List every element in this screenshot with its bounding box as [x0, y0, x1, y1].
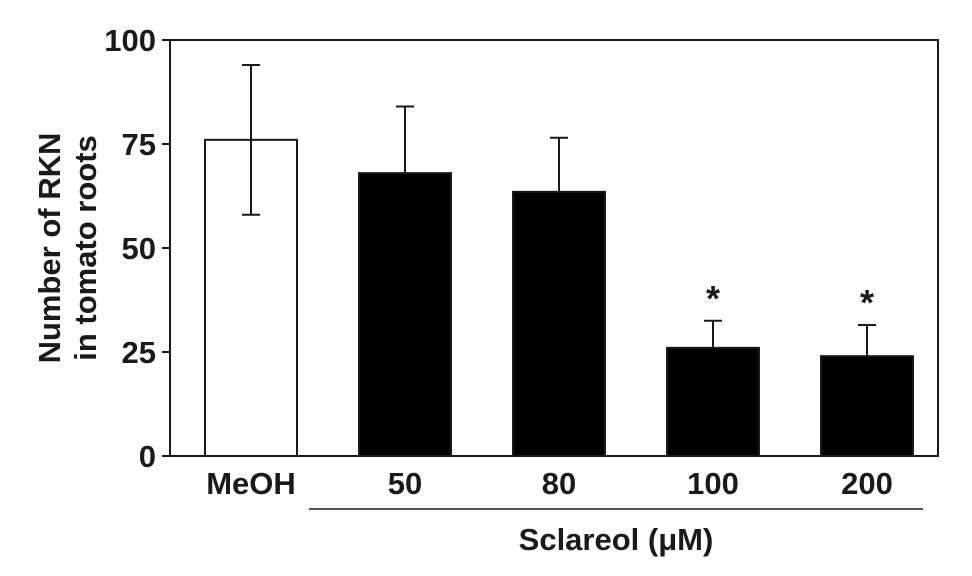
x-category-label-50: 50 [388, 466, 422, 501]
y-axis-label: Number of RKN in tomato roots [32, 133, 103, 364]
x-category-label-meoh: MeOH [206, 466, 296, 501]
y-tick-label: 50 [122, 231, 156, 266]
x-category-label-100: 100 [687, 466, 739, 501]
bar-50 [358, 172, 452, 457]
bar-100 [666, 346, 760, 457]
significance-mark-200: * [860, 282, 874, 323]
significance-mark-100: * [706, 278, 720, 319]
y-axis-ticks: 0 25 50 75 100 [104, 23, 170, 474]
x-category-label-80: 80 [542, 466, 576, 501]
y-tick-label: 75 [122, 127, 156, 162]
x-axis-category-labels: MeOH 50 80 100 200 [206, 466, 893, 501]
bar-200 [820, 355, 914, 457]
y-tick-label: 0 [139, 439, 156, 474]
y-tick-label: 25 [122, 335, 156, 370]
bar-80 [512, 190, 606, 457]
sclareol-group-label: Sclareol (μM) [519, 522, 714, 557]
bars-group: * * [204, 63, 914, 457]
y-axis-label-line-2: in tomato roots [68, 135, 103, 361]
x-category-label-200: 200 [841, 466, 893, 501]
y-axis-label-line-1: Number of RKN [32, 133, 67, 364]
y-tick-label: 100 [104, 23, 156, 58]
